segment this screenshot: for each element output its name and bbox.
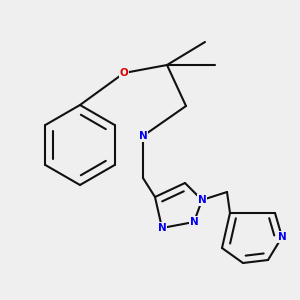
Text: N: N [278, 232, 286, 242]
Text: N: N [190, 217, 198, 227]
Text: N: N [198, 195, 206, 205]
Text: N: N [139, 131, 147, 141]
Text: N: N [158, 223, 166, 233]
Text: O: O [120, 68, 128, 78]
